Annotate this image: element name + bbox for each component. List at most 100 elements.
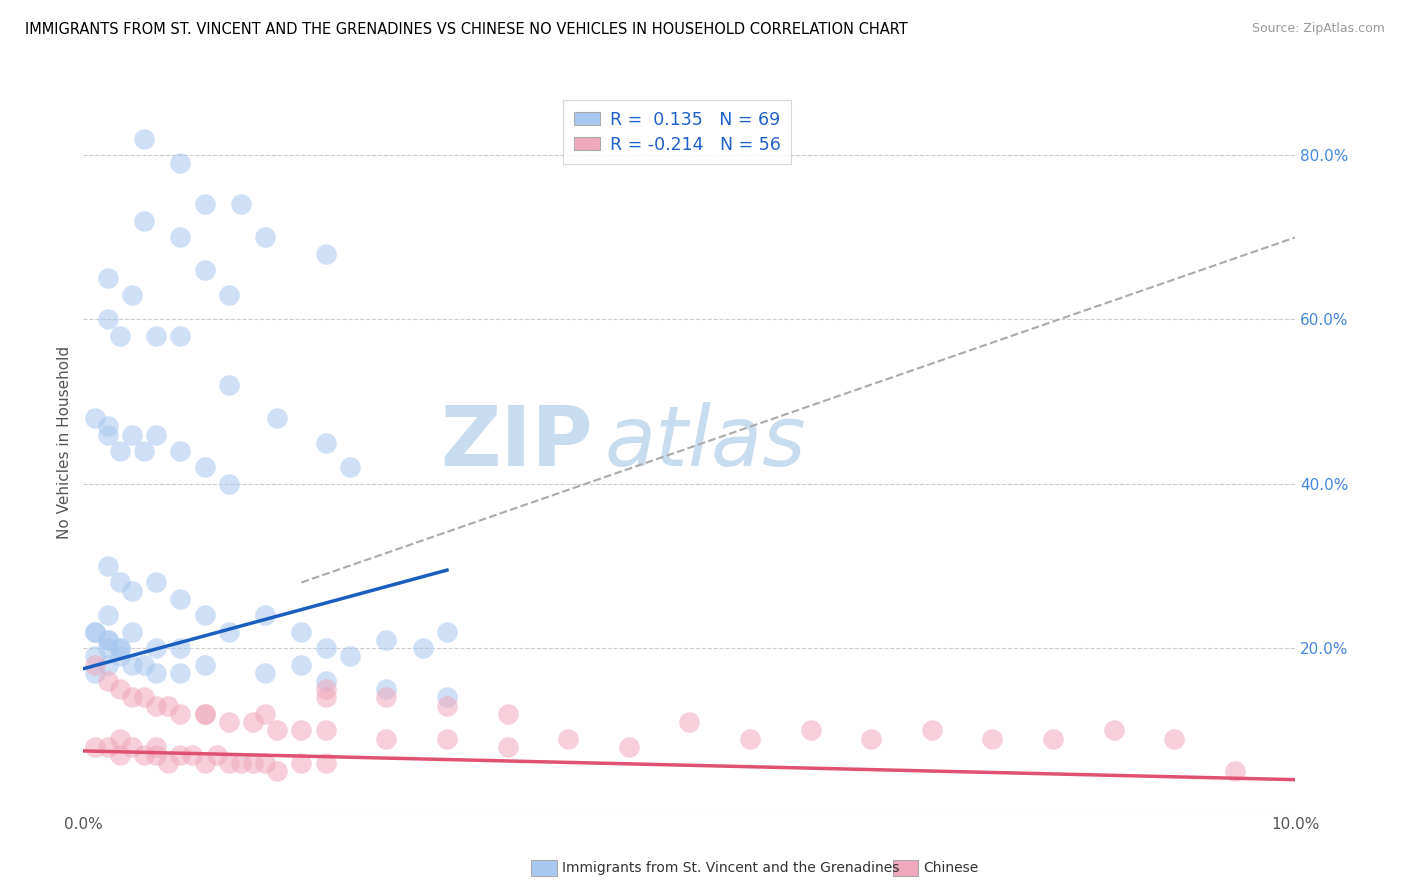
Point: [121, 427, 143, 442]
Point: [617, 739, 640, 754]
Point: [132, 657, 155, 672]
Point: [800, 723, 823, 738]
Point: [193, 657, 215, 672]
Point: [169, 591, 191, 606]
Point: [84, 411, 107, 425]
Point: [375, 731, 398, 746]
Point: [108, 747, 131, 762]
Point: [121, 624, 143, 639]
Point: [981, 731, 1004, 746]
Point: [96, 419, 118, 434]
Point: [145, 747, 167, 762]
Point: [290, 624, 312, 639]
Point: [145, 739, 167, 754]
Point: [738, 731, 761, 746]
Point: [96, 312, 118, 326]
Point: [412, 641, 434, 656]
Point: [193, 706, 215, 721]
Text: Chinese: Chinese: [924, 861, 979, 875]
Point: [145, 427, 167, 442]
Point: [315, 690, 337, 705]
Point: [339, 460, 361, 475]
Point: [96, 632, 118, 647]
Point: [84, 657, 107, 672]
Point: [108, 329, 131, 343]
Point: [169, 444, 191, 458]
Point: [157, 698, 180, 713]
Point: [218, 624, 240, 639]
Point: [121, 288, 143, 302]
Point: [557, 731, 579, 746]
Point: [132, 214, 155, 228]
Point: [290, 756, 312, 771]
Point: [84, 624, 107, 639]
Point: [436, 624, 458, 639]
Point: [290, 723, 312, 738]
Legend: R =  0.135   N = 69, R = -0.214   N = 56: R = 0.135 N = 69, R = -0.214 N = 56: [564, 100, 792, 164]
Point: [169, 706, 191, 721]
Point: [193, 756, 215, 771]
Point: [375, 632, 398, 647]
Point: [242, 715, 264, 730]
Point: [108, 649, 131, 664]
Point: [193, 706, 215, 721]
Point: [96, 674, 118, 689]
Point: [96, 739, 118, 754]
Point: [96, 657, 118, 672]
Point: [145, 665, 167, 680]
Point: [193, 263, 215, 277]
Point: [132, 747, 155, 762]
Point: [169, 747, 191, 762]
Point: [169, 156, 191, 170]
Point: [193, 608, 215, 623]
Point: [218, 378, 240, 392]
Point: [1102, 723, 1125, 738]
Point: [205, 747, 228, 762]
Point: [339, 649, 361, 664]
Point: [96, 271, 118, 285]
Point: [315, 682, 337, 697]
Point: [132, 132, 155, 146]
Point: [193, 460, 215, 475]
Point: [145, 329, 167, 343]
Point: [254, 665, 277, 680]
Text: Immigrants from St. Vincent and the Grenadines: Immigrants from St. Vincent and the Gren…: [562, 861, 900, 875]
Point: [84, 665, 107, 680]
Point: [132, 690, 155, 705]
Point: [96, 427, 118, 442]
Point: [218, 715, 240, 730]
Point: [436, 690, 458, 705]
Point: [218, 476, 240, 491]
Point: [121, 739, 143, 754]
Point: [157, 756, 180, 771]
Point: [315, 674, 337, 689]
Point: [1042, 731, 1064, 746]
Point: [254, 608, 277, 623]
Point: [132, 444, 155, 458]
Point: [266, 411, 288, 425]
Point: [96, 632, 118, 647]
Y-axis label: No Vehicles in Household: No Vehicles in Household: [58, 346, 72, 540]
Point: [229, 756, 252, 771]
Point: [254, 706, 277, 721]
Point: [254, 756, 277, 771]
Point: [315, 723, 337, 738]
Point: [84, 624, 107, 639]
Point: [121, 583, 143, 598]
Point: [266, 723, 288, 738]
Point: [436, 731, 458, 746]
Point: [169, 329, 191, 343]
Point: [169, 665, 191, 680]
Point: [181, 747, 204, 762]
Point: [496, 739, 519, 754]
Point: [315, 641, 337, 656]
Point: [145, 641, 167, 656]
Point: [921, 723, 943, 738]
Point: [121, 657, 143, 672]
Point: [860, 731, 883, 746]
Point: [315, 435, 337, 450]
Point: [84, 739, 107, 754]
Point: [169, 230, 191, 244]
Point: [290, 657, 312, 672]
Point: [315, 246, 337, 260]
